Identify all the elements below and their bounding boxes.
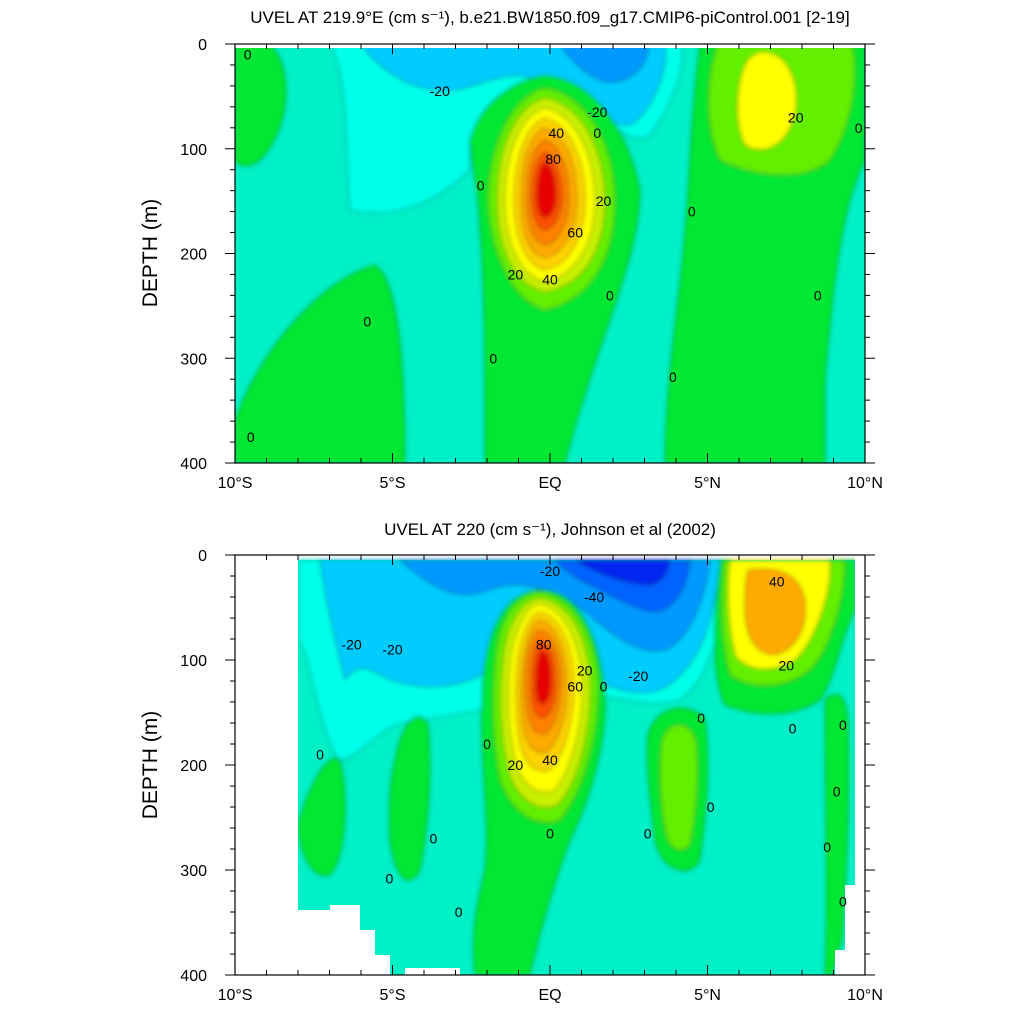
contour-label: 20 xyxy=(577,663,593,679)
contour-label: 0 xyxy=(669,369,677,385)
contour-band-pos10-west xyxy=(235,44,287,167)
contour-label: 20 xyxy=(508,757,524,773)
contour-label: 0 xyxy=(593,125,601,141)
contour-label: 0 xyxy=(247,429,255,445)
contour-label: 60 xyxy=(567,225,583,241)
contour-label: 0 xyxy=(244,46,252,62)
contour-label: 20 xyxy=(596,193,612,209)
contour-label: -40 xyxy=(584,589,604,605)
y-tick-label: 100 xyxy=(180,142,207,159)
contour-label: 0 xyxy=(833,783,841,799)
contour-labels: 0 -20 -20 0 40 80 0 20 60 20 40 0 0 0 0 0 20 0 0 0 xyxy=(244,46,863,444)
contour-label: -20 xyxy=(540,563,560,579)
contour-label: 0 xyxy=(644,825,652,841)
contour-label: 0 xyxy=(814,287,822,303)
contour-label: 0 xyxy=(430,831,438,847)
contour-band-euc-90 xyxy=(535,649,552,705)
contour-band-pos10-5s xyxy=(388,715,431,881)
contour-label: 0 xyxy=(546,825,554,841)
x-tick-label: 10°S xyxy=(218,475,253,492)
x-tick-label: 5°S xyxy=(380,987,406,1004)
panel-model: UVEL AT 219.9°E (cm s⁻¹), b.e21.BW1850.f… xyxy=(139,8,883,492)
contour-label: 0 xyxy=(385,870,393,886)
contour-label: 0 xyxy=(363,314,371,330)
contour-band-pos20-north xyxy=(659,724,698,851)
contour-label: 0 xyxy=(823,839,831,855)
contour-label: 0 xyxy=(477,177,485,193)
contour-label: 20 xyxy=(508,266,524,282)
contour-label: 0 xyxy=(606,287,614,303)
contour-label: 80 xyxy=(536,636,552,652)
y-tick-label: 200 xyxy=(180,247,207,264)
y-tick-label: 0 xyxy=(198,37,207,54)
panel-title: UVEL AT 219.9°E (cm s⁻¹), b.e21.BW1850.f… xyxy=(250,8,849,27)
y-axis-label: DEPTH (m) xyxy=(139,199,162,308)
contour-label: 60 xyxy=(567,678,583,694)
x-tick-label: EQ xyxy=(538,475,561,492)
contour-label: 20 xyxy=(788,109,804,125)
y-tick-label: 300 xyxy=(180,863,207,880)
contour-label: 0 xyxy=(600,678,608,694)
contour-label: -20 xyxy=(382,642,402,658)
y-tick-label: 100 xyxy=(180,653,207,670)
contour-label: 40 xyxy=(549,125,565,141)
contour-label: 0 xyxy=(483,736,491,752)
contour-label: -20 xyxy=(587,104,607,120)
contour-band-pos10-southwest xyxy=(297,757,346,877)
x-tick-label: 10°N xyxy=(847,987,883,1004)
contour-label: 0 xyxy=(789,720,797,736)
contour-band-pos10-east xyxy=(824,693,850,975)
y-tick-label: 400 xyxy=(180,968,207,985)
panel-observations: UVEL AT 220 (cm s⁻¹), Johnson et al (200… xyxy=(139,520,883,1004)
x-tick-label: 10°S xyxy=(218,987,253,1004)
contour-label: 0 xyxy=(455,904,463,920)
x-tick-label: EQ xyxy=(538,987,561,1004)
y-axis-label: DEPTH (m) xyxy=(139,711,162,820)
contour-label: 40 xyxy=(769,573,785,589)
contour-label: -20 xyxy=(341,636,361,652)
contour-label: 0 xyxy=(855,120,863,136)
contour-band-pos10-southwest xyxy=(235,264,406,463)
contour-label: -20 xyxy=(430,83,450,99)
x-tick-label: 5°N xyxy=(694,987,721,1004)
contour-label: 0 xyxy=(688,204,696,220)
contour-label: 0 xyxy=(697,710,705,726)
x-tick-label: 5°N xyxy=(694,475,721,492)
x-tick-label: 5°S xyxy=(380,475,406,492)
contour-band-necc-30 xyxy=(737,51,797,150)
contour-label: 20 xyxy=(778,657,794,673)
contour-label: 0 xyxy=(839,717,847,733)
contour-label: 40 xyxy=(542,272,558,288)
x-tick-label: 10°N xyxy=(847,475,883,492)
contour-label: 80 xyxy=(545,151,561,167)
contour-label: 0 xyxy=(316,747,324,763)
y-tick-label: 200 xyxy=(180,758,207,775)
panel-title: UVEL AT 220 (cm s⁻¹), Johnson et al (200… xyxy=(384,520,716,539)
contour-fill-area xyxy=(235,555,865,975)
contour-band-necc-40 xyxy=(744,568,806,656)
y-tick-label: 0 xyxy=(198,548,207,565)
contour-band-neg50 xyxy=(573,559,671,586)
contour-label: 0 xyxy=(707,799,715,815)
y-tick-label: 300 xyxy=(180,351,207,368)
y-tick-label: 400 xyxy=(180,456,207,473)
contour-band-neg30 xyxy=(559,44,649,83)
contour-label: 0 xyxy=(489,350,497,366)
contour-label: -20 xyxy=(628,668,648,684)
contour-label: 0 xyxy=(839,894,847,910)
contour-label: 40 xyxy=(542,752,558,768)
contour-band-euc-90 xyxy=(536,161,557,219)
contour-fill-area xyxy=(235,44,865,463)
